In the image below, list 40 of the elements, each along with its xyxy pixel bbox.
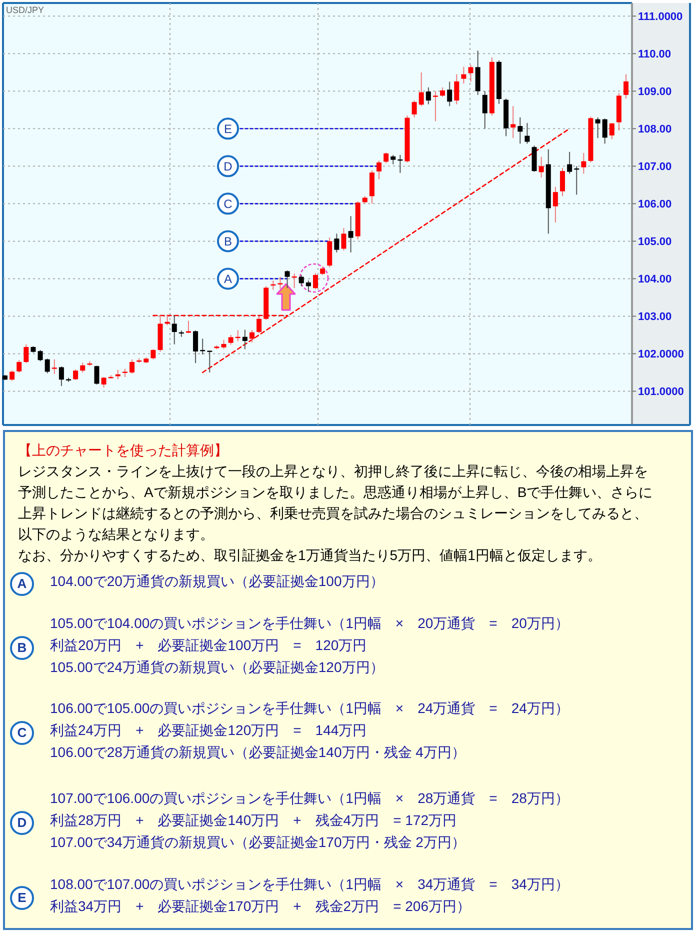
y-tick-label: 110.00 [638, 48, 672, 61]
annotation: D [224, 160, 233, 174]
y-tick-label: 103.00 [638, 311, 672, 324]
text: 上昇トレンドは継続するとの予測から、利乗せ売買を試みた場合のシュミレーションをしてみると、 [18, 505, 648, 521]
annotation: B [224, 234, 232, 249]
text: 106.00で105.00の買いポジションを手仕舞い（1円幅 × 24万通貨 = 24万円） [50, 700, 569, 716]
y-tick-label: 106.00 [638, 198, 672, 211]
y-tick-label: 109.00 [638, 86, 672, 98]
y-tick-label: 101.0000 [638, 386, 684, 398]
text: レジスタンス・ラインを上抜けて一段の上昇となり、初押し終了後に上昇に転じ、今後の相場上昇を [18, 463, 648, 479]
y-tick-label: 111.0000 [638, 11, 683, 24]
chart-title: USD/JPY [6, 5, 44, 15]
text: 107.00で106.00の買いポジションを手仕舞い（1円幅 × 28万通貨 = 28万円） [50, 790, 569, 806]
text: 105.00で24万通貨の新規買い（必要証拠金120万円） [50, 659, 384, 675]
text: 利益24万円 + 必要証拠金120万円 = 144万円 [50, 722, 367, 738]
y-tick-label: 107.00 [638, 161, 672, 174]
text: D [10, 811, 34, 835]
text: E [10, 886, 34, 910]
y-tick-label: 102.0000 [638, 348, 684, 361]
text: 利益28万円 + 必要証拠金140万円 + 残金4万円 = 172万円 [50, 812, 456, 828]
text: A [10, 572, 34, 596]
text: 【上のチャートを使った計算例】 [18, 442, 228, 458]
text: C [10, 721, 34, 745]
y-tick-label: 104.00 [638, 274, 672, 286]
text: 利益20万円 + 必要証拠金100万円 = 120万円 [50, 637, 367, 653]
annotation: E [224, 122, 232, 136]
text: 106.00で28万通貨の新規買い（必要証拠金140万円・残金 4万円） [50, 744, 466, 760]
y-tick-label: 105.00 [638, 236, 672, 248]
text: 104.00で20万通貨の新規買い（必要証拠金100万円） [50, 573, 384, 589]
text: 108.00で107.00の買いポジションを手仕舞い（1円幅 × 34万通貨 = 34万円） [50, 876, 569, 892]
annotation: C [224, 197, 233, 212]
text: 以下のような結果となります。 [18, 526, 214, 542]
annotation: A [224, 272, 232, 286]
text: B [10, 636, 34, 660]
text: 105.00で104.00の買いポジションを手仕舞い（1円幅 × 20万通貨 = 20万円） [50, 615, 569, 631]
text: なお、分かりやすくするため、取引証拠金を1万通貨当たり5万円、値幅1円幅と仮定します。 [18, 547, 602, 563]
text: 予測したことから、Aで新規ポジションを取りました。思惑通り相場が上昇し、Bで手仕舞い、さらに [18, 484, 653, 500]
y-tick-label: 108.00 [638, 124, 672, 136]
text: 利益34万円 + 必要証拠金170万円 + 残金2万円 = 206万円） [50, 898, 470, 914]
text: 107.00で34万通貨の新規買い（必要証拠金170万円・残金 2万円） [50, 834, 466, 850]
